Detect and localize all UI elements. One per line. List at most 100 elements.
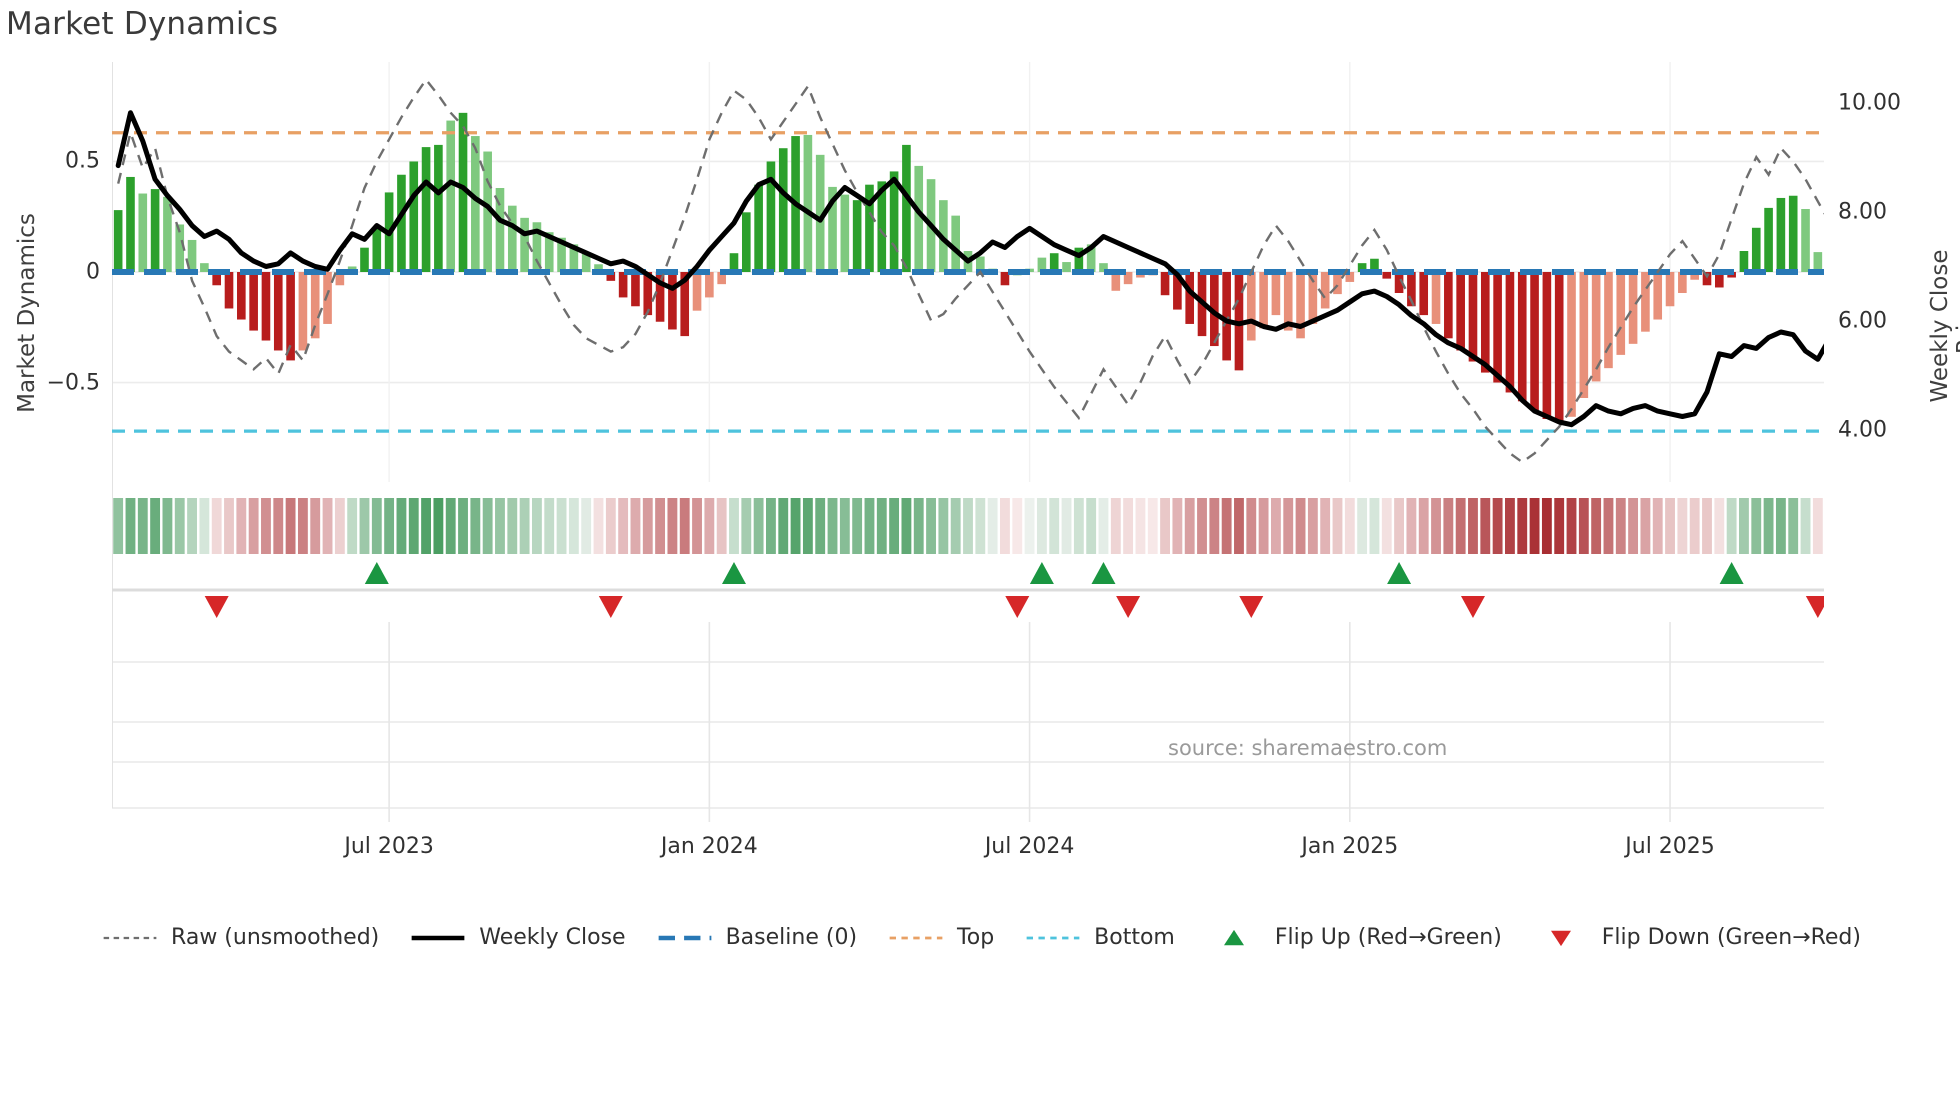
heatmap-cell	[1775, 498, 1786, 554]
dynamics-bar	[1283, 272, 1293, 331]
dynamics-bar	[1296, 272, 1305, 339]
heatmap-cell	[458, 498, 468, 554]
heatmap-cell	[125, 498, 136, 554]
dynamics-bar	[1751, 227, 1761, 272]
flip-down-marker[interactable]	[598, 596, 623, 618]
y-axis-right-tick: 8.00	[1838, 199, 1887, 225]
heatmap-cell	[568, 498, 579, 554]
heatmap-cell	[1012, 498, 1023, 554]
dynamics-bar	[1062, 262, 1071, 272]
heatmap-cell	[1665, 498, 1675, 554]
heatmap-cell	[679, 498, 690, 554]
flip-down-marker[interactable]	[1460, 596, 1485, 618]
heatmap-cell	[445, 498, 456, 554]
flip-up-marker[interactable]	[1029, 562, 1054, 584]
flip-down-marker[interactable]	[1805, 596, 1824, 618]
dynamics-bar	[840, 194, 850, 272]
heatmap-cell	[839, 498, 850, 554]
legend-item[interactable]: Bottom	[1022, 925, 1175, 950]
flip-down-marker[interactable]	[204, 596, 229, 618]
dynamics-bar	[1160, 272, 1170, 296]
heatmap-cell	[1086, 498, 1097, 554]
legend-label: Flip Up (Red→Green)	[1274, 925, 1502, 950]
heatmap-cell	[876, 498, 887, 554]
heatmap-cell	[1369, 498, 1380, 554]
dynamics-bar	[1714, 272, 1724, 288]
heatmap-cell	[1147, 498, 1158, 554]
heatmap-cell	[593, 498, 604, 554]
heatmap-cell	[618, 498, 629, 554]
dynamics-bar	[594, 264, 603, 272]
heatmap-cell	[1652, 498, 1663, 554]
heatmap-cell	[704, 498, 715, 554]
legend-item[interactable]: Raw (unsmoothed)	[99, 925, 379, 950]
heatmap-cell	[864, 498, 875, 554]
heatmap-cell	[1049, 498, 1060, 554]
dynamics-bar	[976, 256, 985, 272]
y-axis-left-tick: 0	[86, 259, 100, 285]
dynamics-bar	[618, 272, 628, 298]
triangle-up-icon	[1223, 929, 1244, 945]
dynamics-bar	[889, 171, 899, 272]
heatmap-cell	[384, 498, 395, 554]
legend-item[interactable]: Flip Down (Green→Red)	[1530, 925, 1861, 950]
legend-item[interactable]: Baseline (0)	[654, 925, 857, 950]
dynamics-bar	[163, 196, 172, 272]
heatmap-cell	[150, 498, 161, 554]
flip-down-marker[interactable]	[1239, 596, 1264, 618]
heatmap-cell	[630, 498, 641, 554]
heatmap-cell	[1578, 498, 1589, 554]
legend-item[interactable]: Flip Up (Red→Green)	[1203, 925, 1502, 950]
dynamics-bar	[1086, 244, 1096, 272]
heatmap-cell	[1517, 498, 1528, 554]
flip-down-marker[interactable]	[1005, 596, 1030, 618]
dynamics-bar	[1234, 272, 1244, 371]
chart-legend: Raw (unsmoothed) Weekly Close Baseline (0)…	[0, 925, 1960, 950]
flip-up-marker[interactable]	[1091, 562, 1116, 584]
heatmap-cell	[544, 498, 555, 554]
heatmap-cell	[716, 498, 727, 554]
dynamics-bar	[668, 272, 677, 330]
heatmap-cell	[261, 498, 271, 554]
dynamics-bar	[754, 184, 763, 272]
heatmap-cell	[1751, 498, 1762, 554]
heatmap-cell	[1073, 498, 1084, 554]
dynamics-bar	[1444, 272, 1453, 339]
dynamics-bar	[1271, 272, 1281, 316]
flip-down-marker[interactable]	[1116, 596, 1141, 618]
dynamics-bar	[532, 222, 542, 272]
heatmap-cell	[211, 498, 222, 554]
heatmap-cell	[1480, 498, 1491, 554]
flip-up-marker[interactable]	[721, 562, 746, 584]
flip-up-marker[interactable]	[1719, 562, 1744, 584]
heatmap-cell	[248, 498, 259, 554]
dynamics-bar	[1000, 272, 1010, 286]
legend-item[interactable]: Top	[885, 925, 994, 950]
baseline-dash-icon	[658, 935, 711, 940]
legend-item[interactable]: Weekly Close	[407, 925, 626, 950]
heatmap-cell	[1184, 498, 1195, 554]
heatmap-cell	[1615, 498, 1626, 554]
dynamics-bar	[717, 272, 726, 285]
heatmap-cell	[1036, 498, 1047, 554]
heatmap-cell	[1628, 498, 1639, 554]
heatmap-cell	[1172, 498, 1183, 554]
y-axis-right-tick: 6.00	[1838, 308, 1887, 334]
chart-canvas	[112, 62, 1824, 822]
dynamics-bar	[1382, 272, 1392, 279]
heatmap-cell	[729, 498, 739, 554]
flip-up-marker[interactable]	[364, 562, 389, 584]
dynamics-bar	[323, 272, 332, 324]
dynamics-bar	[631, 272, 640, 307]
plot-area: 0.5 0 −0.5 10.00 8.00 6.00 4.00 Jul 2023 Jan 2…	[47, 62, 1901, 859]
y-axis-right-label: Weekly Close Price	[1927, 249, 1960, 403]
legend-label: Flip Down (Green→Red)	[1601, 925, 1861, 950]
heatmap-cell	[1258, 498, 1269, 554]
heatmap-cell	[889, 498, 900, 554]
dynamics-bar	[655, 272, 665, 322]
dynamics-bar	[335, 272, 345, 286]
dynamics-bar	[113, 210, 123, 272]
flip-up-marker[interactable]	[1387, 562, 1412, 584]
dynamics-bar	[1173, 272, 1182, 310]
bottom-dotted-line-icon	[1026, 936, 1080, 939]
